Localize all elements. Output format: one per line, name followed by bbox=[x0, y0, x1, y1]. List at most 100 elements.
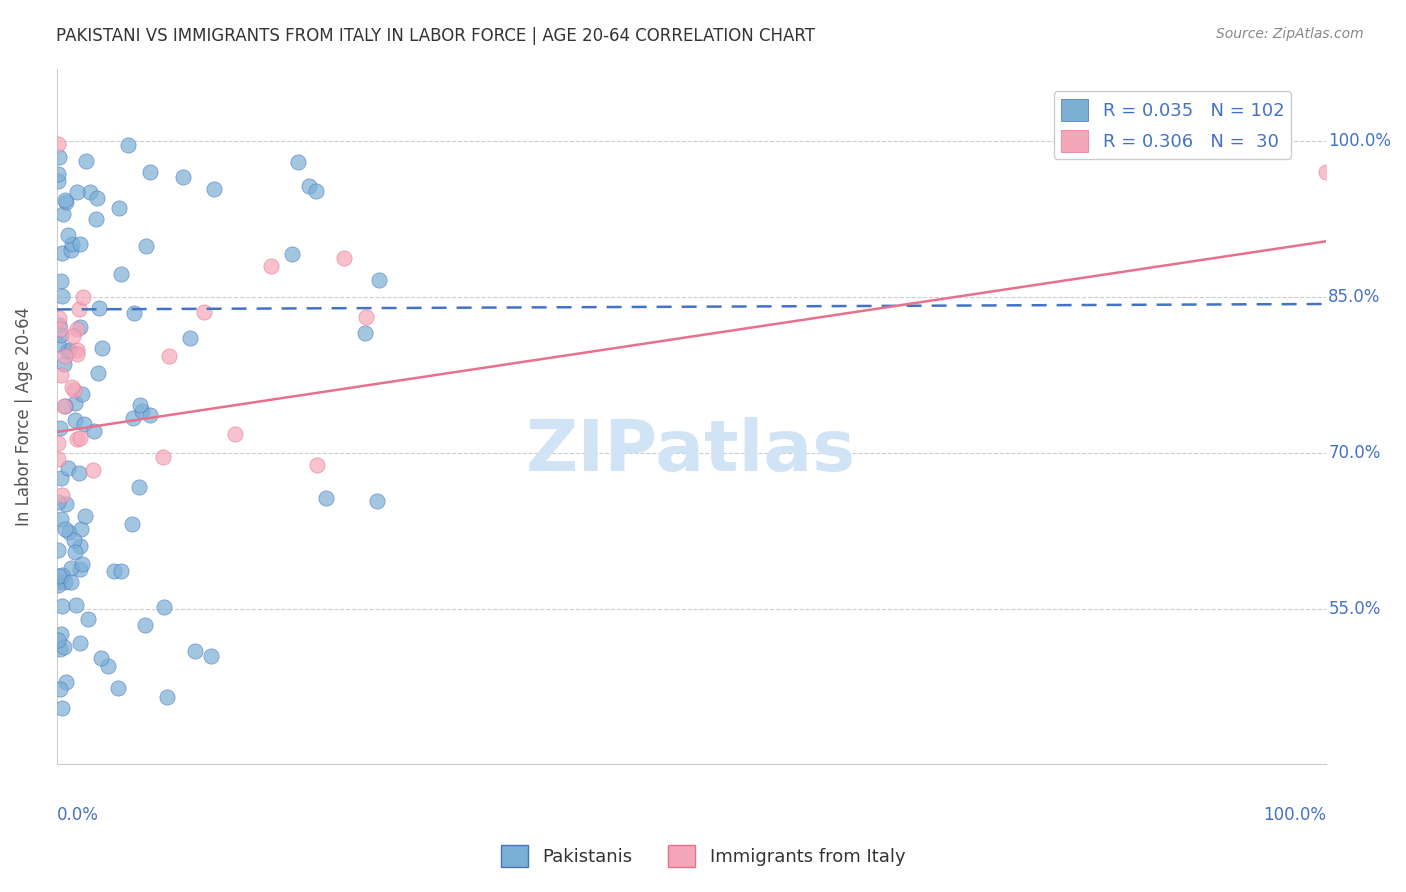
Point bbox=[46, 632, 69, 647]
Point bbox=[52, 207, 75, 221]
Point bbox=[69, 635, 91, 649]
Point bbox=[139, 408, 162, 422]
Legend: R = 0.035   N = 102, R = 0.306   N =  30: R = 0.035 N = 102, R = 0.306 N = 30 bbox=[1054, 92, 1291, 159]
Point bbox=[55, 497, 77, 511]
Point bbox=[305, 458, 328, 472]
Point bbox=[84, 211, 107, 226]
Point bbox=[69, 431, 91, 445]
Point bbox=[70, 387, 93, 401]
Point bbox=[121, 516, 143, 531]
Point bbox=[55, 675, 77, 690]
Point bbox=[51, 626, 73, 640]
Text: 70.0%: 70.0% bbox=[1329, 443, 1381, 462]
Point bbox=[49, 471, 72, 485]
Point bbox=[58, 460, 80, 475]
Text: 85.0%: 85.0% bbox=[1329, 288, 1381, 306]
Point bbox=[67, 466, 90, 480]
Point bbox=[46, 451, 69, 466]
Point bbox=[51, 701, 73, 715]
Text: ZIPatlas: ZIPatlas bbox=[526, 417, 856, 485]
Point bbox=[66, 433, 89, 447]
Point bbox=[51, 599, 73, 613]
Point bbox=[224, 427, 246, 442]
Point bbox=[368, 272, 391, 286]
Point bbox=[65, 396, 87, 410]
Point bbox=[46, 574, 69, 589]
Point bbox=[53, 522, 76, 536]
Text: 0.0%: 0.0% bbox=[56, 806, 98, 824]
Point bbox=[55, 195, 77, 210]
Point bbox=[97, 658, 120, 673]
Point bbox=[110, 267, 132, 281]
Point bbox=[53, 399, 76, 413]
Point bbox=[131, 404, 153, 418]
Point bbox=[46, 167, 69, 181]
Point bbox=[287, 155, 309, 169]
Point bbox=[48, 310, 70, 325]
Point bbox=[353, 326, 375, 341]
Point bbox=[82, 463, 104, 477]
Point bbox=[73, 508, 96, 523]
Point bbox=[60, 380, 83, 394]
Point bbox=[117, 138, 139, 153]
Point bbox=[69, 522, 91, 536]
Point bbox=[53, 640, 76, 654]
Point bbox=[66, 322, 89, 336]
Point bbox=[51, 246, 73, 260]
Point bbox=[70, 557, 93, 571]
Text: 100.0%: 100.0% bbox=[1263, 806, 1326, 824]
Point bbox=[87, 301, 110, 316]
Point bbox=[63, 384, 86, 398]
Point bbox=[305, 184, 328, 198]
Point bbox=[53, 349, 76, 363]
Point bbox=[67, 301, 90, 316]
Point bbox=[281, 246, 304, 260]
Point bbox=[73, 417, 96, 431]
Point bbox=[79, 185, 101, 199]
Point bbox=[55, 574, 77, 589]
Point bbox=[48, 150, 70, 164]
Point bbox=[65, 598, 87, 612]
Legend: Pakistanis, Immigrants from Italy: Pakistanis, Immigrants from Italy bbox=[494, 838, 912, 874]
Point bbox=[107, 201, 129, 215]
Point bbox=[63, 533, 86, 547]
Point bbox=[51, 512, 73, 526]
Point bbox=[53, 357, 76, 371]
Point bbox=[157, 350, 180, 364]
Point bbox=[76, 611, 98, 625]
Point bbox=[49, 681, 72, 696]
Point bbox=[58, 525, 80, 540]
Point bbox=[356, 310, 378, 324]
Point bbox=[202, 182, 225, 196]
Point bbox=[83, 424, 105, 438]
Point bbox=[172, 170, 194, 185]
Point bbox=[69, 237, 91, 252]
Point bbox=[66, 186, 89, 200]
Point bbox=[66, 347, 89, 361]
Point bbox=[48, 436, 70, 450]
Point bbox=[58, 343, 80, 357]
Point bbox=[75, 154, 97, 169]
Point bbox=[46, 578, 69, 592]
Point bbox=[103, 564, 125, 578]
Point bbox=[128, 480, 150, 494]
Point bbox=[110, 564, 132, 578]
Text: PAKISTANI VS IMMIGRANTS FROM ITALY IN LABOR FORCE | AGE 20-64 CORRELATION CHART: PAKISTANI VS IMMIGRANTS FROM ITALY IN LA… bbox=[56, 27, 815, 45]
Point bbox=[51, 289, 73, 303]
Point bbox=[124, 306, 146, 320]
Point bbox=[49, 322, 72, 336]
Point bbox=[69, 562, 91, 576]
Point bbox=[59, 575, 82, 590]
Point bbox=[60, 560, 83, 574]
Point bbox=[46, 495, 69, 509]
Point bbox=[48, 569, 70, 583]
Point bbox=[184, 644, 207, 658]
Point bbox=[49, 421, 72, 435]
Point bbox=[53, 399, 76, 413]
Point bbox=[128, 398, 150, 412]
Point bbox=[63, 412, 86, 426]
Point bbox=[200, 648, 222, 663]
Text: 100.0%: 100.0% bbox=[1329, 132, 1392, 150]
Point bbox=[56, 227, 79, 242]
Point bbox=[135, 239, 157, 253]
